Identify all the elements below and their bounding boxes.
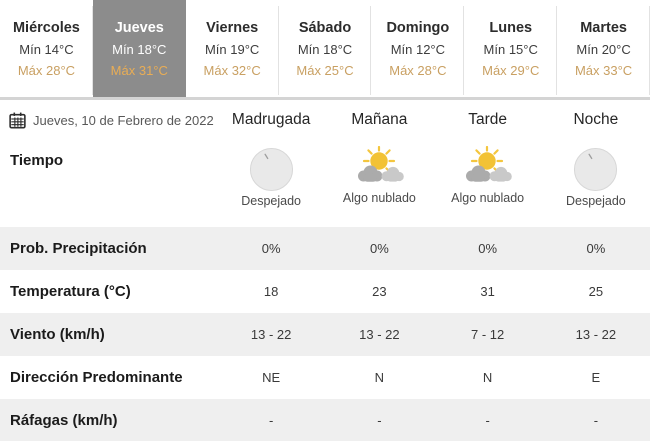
row-label-temperatura: Temperatura (°C): [10, 283, 131, 300]
sun-cloud-icon: [353, 146, 406, 190]
value-temperatura-madrugada: 18: [263, 284, 279, 299]
value-viento-tarde: 7 - 12: [471, 327, 505, 342]
value-rafagas-manana: -: [377, 412, 382, 428]
day-name: Miércoles: [12, 19, 80, 36]
value-temperatura-tarde: 31: [480, 284, 495, 299]
moon-icon: [248, 146, 295, 193]
day-tab-miercoles[interactable]: Miércoles Mín 14°C Máx 28°C: [0, 0, 93, 97]
day-max-temp: Máx 31°C: [110, 62, 168, 78]
tabs-divider: [0, 97, 650, 100]
day-name: Viernes: [206, 19, 259, 36]
value-precipitacion-manana: 0%: [369, 241, 389, 256]
value-viento-madrugada: 13 - 22: [250, 327, 292, 342]
column-header-manana: Mañana: [351, 111, 408, 128]
row-label-viento: Viento (km/h): [10, 326, 105, 343]
day-tab-martes[interactable]: Martes Mín 20°C Máx 33°C: [557, 0, 650, 97]
day-name: Domingo: [386, 19, 450, 36]
day-tabs: Miércoles Mín 14°C Máx 28°C Jueves Mín 1…: [0, 0, 650, 97]
value-precipitacion-noche: 0%: [586, 241, 606, 256]
date-label: Jueves, 10 de Febrero de 2022: [33, 112, 214, 128]
table-row-rafagas: Ráfagas (km/h) - - - -: [0, 399, 650, 441]
day-max-temp: Máx 28°C: [389, 62, 447, 78]
day-tab-domingo[interactable]: Domingo Mín 12°C Máx 28°C: [371, 0, 465, 97]
table-row-viento: Viento (km/h) 13 - 22 13 - 22 7 - 12 13 …: [0, 313, 650, 356]
weather-caption: Despejado: [241, 194, 301, 208]
table-row-tiempo: Tiempo Despejado: [0, 140, 650, 227]
weather-caption: Despejado: [565, 194, 626, 208]
day-min-temp: Mín 20°C: [576, 41, 631, 57]
day-name: Jueves: [114, 19, 164, 36]
weather-cell-noche: Despejado: [542, 140, 650, 208]
weather-cell-tarde: Algo nublado: [434, 140, 542, 205]
column-header-noche: Noche: [573, 111, 619, 128]
day-tab-lunes[interactable]: Lunes Mín 15°C Máx 29°C: [464, 0, 558, 97]
value-direccion-tarde: N: [482, 370, 493, 385]
column-header-tarde: Tarde: [468, 111, 508, 128]
day-min-temp: Mín 14°C: [19, 41, 74, 57]
value-temperatura-noche: 25: [588, 284, 604, 299]
value-rafagas-noche: -: [593, 412, 599, 428]
day-min-temp: Mín 12°C: [390, 41, 446, 57]
day-tab-viernes[interactable]: Viernes Mín 19°C Máx 32°C: [186, 0, 279, 97]
day-min-temp: Mín 15°C: [483, 41, 538, 57]
value-rafagas-madrugada: -: [268, 412, 274, 428]
value-direccion-madrugada: NE: [262, 370, 281, 385]
day-max-temp: Máx 32°C: [203, 62, 261, 78]
day-max-temp: Máx 33°C: [574, 62, 633, 78]
value-precipitacion-madrugada: 0%: [261, 241, 281, 256]
day-tab-jueves-selected[interactable]: Jueves Mín 18°C Máx 31°C: [92, 0, 186, 97]
weather-caption: Algo nublado: [342, 191, 416, 205]
sun-cloud-icon: [461, 146, 514, 190]
value-direccion-noche: E: [591, 370, 601, 385]
day-max-temp: Máx 28°C: [17, 62, 76, 78]
day-max-temp: Máx 29°C: [482, 62, 540, 78]
weather-cell-manana: Algo nublado: [325, 140, 433, 205]
date-bar: Jueves, 10 de Febrero de 2022: [0, 112, 217, 129]
value-rafagas-tarde: -: [485, 412, 490, 428]
day-name: Sábado: [298, 19, 352, 36]
value-viento-noche: 13 - 22: [575, 327, 617, 342]
day-tab-sabado[interactable]: Sábado Mín 18°C Máx 25°C: [279, 0, 372, 97]
table-row-temperatura: Temperatura (°C) 18 23 31 25: [0, 270, 650, 313]
table-row-direccion: Dirección Predominante NE N N E: [0, 356, 650, 399]
day-name: Martes: [580, 19, 627, 36]
day-min-temp: Mín 18°C: [112, 41, 167, 57]
row-label-tiempo: Tiempo: [10, 152, 64, 169]
weather-cell-madrugada: Despejado: [217, 140, 325, 208]
calendar-icon: [9, 112, 26, 129]
value-viento-manana: 13 - 22: [359, 327, 400, 342]
weather-caption: Algo nublado: [451, 191, 525, 205]
value-direccion-manana: N: [374, 370, 385, 385]
day-name: Lunes: [489, 19, 533, 36]
row-label-direccion: Dirección Predominante: [10, 369, 183, 386]
column-header-madrugada: Madrugada: [231, 111, 311, 128]
day-max-temp: Máx 25°C: [296, 62, 354, 78]
value-precipitacion-tarde: 0%: [478, 241, 498, 256]
day-min-temp: Mín 18°C: [297, 41, 353, 57]
day-min-temp: Mín 19°C: [204, 41, 260, 57]
moon-icon: [572, 146, 619, 193]
value-temperatura-manana: 23: [372, 284, 387, 299]
row-label-precipitacion: Prob. Precipitación: [10, 240, 147, 257]
table-header-row: Jueves, 10 de Febrero de 2022 Madrugada …: [0, 100, 650, 140]
table-row-precipitacion: Prob. Precipitación 0% 0% 0% 0%: [0, 227, 650, 270]
row-label-rafagas: Ráfagas (km/h): [10, 411, 118, 429]
